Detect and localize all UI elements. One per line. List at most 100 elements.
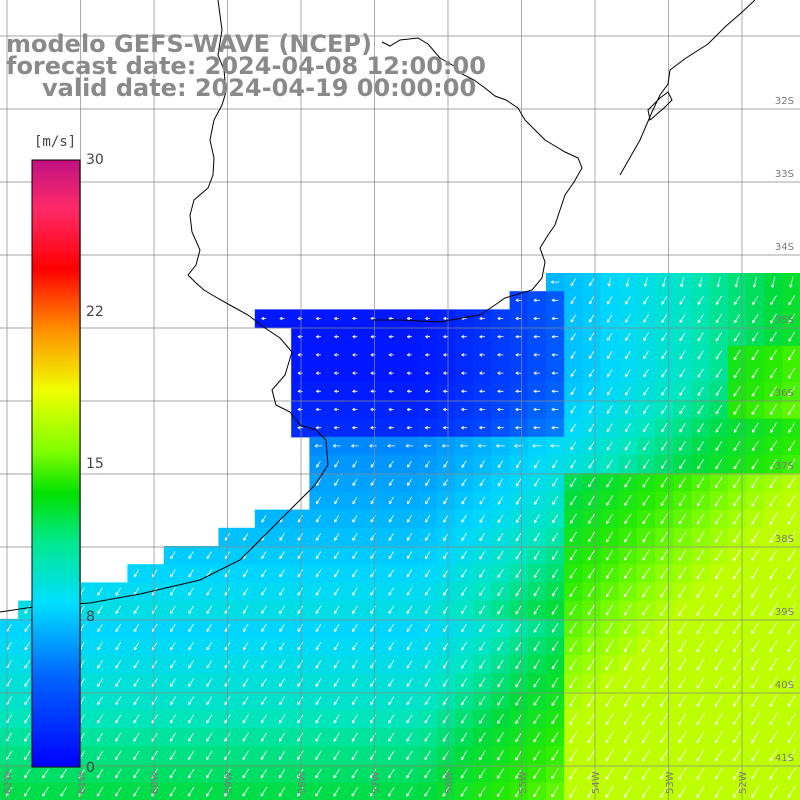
wind-arrow [188, 605, 194, 614]
wind-cell [691, 418, 711, 438]
wind-arrow [569, 513, 577, 524]
wind-cell [491, 509, 511, 529]
wind-arrow [406, 750, 413, 761]
wind-arrow [425, 389, 431, 394]
wind-arrow [605, 585, 614, 598]
wind-cell [673, 691, 693, 711]
wind-arrow [352, 533, 358, 541]
wind-arrow [333, 732, 340, 742]
wind-cell [618, 291, 638, 310]
wind-arrow [260, 768, 268, 779]
wind-arrow [769, 749, 778, 762]
wind-arrow [661, 459, 668, 469]
wind-cell [527, 582, 547, 602]
wind-arrow [497, 750, 504, 761]
wind-cell [491, 491, 511, 511]
wind-arrow [97, 678, 104, 687]
wind-arrow [443, 514, 449, 523]
wind-arrow [460, 750, 468, 761]
wind-arrow [587, 640, 596, 652]
wind-cell [236, 746, 256, 765]
wind-cell [473, 728, 492, 747]
wind-arrow [661, 441, 668, 451]
wind-arrow [624, 585, 632, 598]
wind-cell [254, 637, 274, 656]
wind-cell [618, 637, 638, 656]
wind-cell [582, 655, 602, 674]
wind-arrow [334, 389, 340, 394]
wind-cell [345, 527, 365, 547]
wind-cell [345, 491, 365, 511]
wind-arrow [769, 494, 778, 507]
wind-cell [182, 564, 201, 583]
wind-cell [582, 327, 602, 347]
wind-arrow [425, 478, 431, 486]
wind-arrow [424, 425, 431, 430]
wind-cell [382, 564, 401, 583]
wind-arrow [424, 569, 431, 578]
wind-cell [691, 309, 711, 329]
wind-arrow [716, 276, 721, 288]
wind-cell [600, 473, 620, 492]
wind-arrow [242, 732, 249, 742]
wind-arrow [188, 587, 194, 596]
wind-arrow [715, 386, 723, 397]
wind-cell [455, 728, 474, 747]
wind-arrow [551, 677, 559, 688]
wind-arrow [279, 623, 285, 632]
wind-cell [746, 509, 765, 529]
wind-cell [273, 618, 292, 638]
wind-arrow [515, 532, 522, 542]
wind-arrow [279, 533, 285, 541]
wind-arrow [497, 713, 504, 724]
wind-cell [618, 618, 638, 638]
wind-cell [655, 436, 674, 456]
wind-arrow [751, 731, 760, 744]
wind-cell [637, 436, 656, 456]
wind-cell [436, 546, 456, 565]
wind-arrow [206, 587, 213, 596]
wind-cell [618, 400, 638, 420]
wind-arrow [333, 696, 340, 706]
wind-cell [582, 400, 602, 420]
wind-cell [546, 509, 565, 529]
wind-arrow [551, 713, 559, 725]
wind-cell [400, 764, 420, 784]
wind-arrow [587, 549, 596, 561]
wind-cell [491, 746, 511, 765]
wind-cell [728, 655, 747, 674]
colorbar-tick-label: 0 [86, 760, 95, 776]
wind-arrow [352, 334, 358, 339]
wind-arrow [115, 642, 122, 651]
wind-arrow [643, 314, 649, 323]
wind-cell [564, 655, 583, 674]
wind-cell [145, 673, 165, 693]
wind-arrow [497, 389, 504, 394]
wind-arrow [242, 642, 249, 651]
wind-cell [163, 746, 183, 765]
wind-cell [254, 655, 274, 674]
wind-arrow [605, 712, 614, 726]
wind-arrow [242, 750, 249, 761]
wind-cell [364, 582, 383, 602]
wind-arrow [624, 477, 632, 488]
wind-arrow [643, 296, 649, 305]
wind-cell [127, 637, 147, 656]
wind-cell [509, 546, 529, 565]
wind-arrow [642, 495, 650, 506]
wind-cell [655, 618, 674, 638]
wind-cell [327, 473, 347, 492]
wind-arrow [442, 605, 449, 615]
wind-cell [582, 709, 602, 729]
wind-arrow [96, 750, 104, 761]
wind-arrow [715, 476, 723, 489]
wind-arrow [605, 640, 614, 653]
wind-cell [691, 618, 711, 638]
wind-cell [309, 600, 329, 620]
wind-cell [709, 709, 729, 729]
wind-arrow [642, 477, 650, 488]
wind-arrow [533, 389, 541, 394]
wind-arrow [151, 660, 158, 669]
wind-arrow [351, 444, 359, 448]
wind-cell [709, 418, 729, 438]
